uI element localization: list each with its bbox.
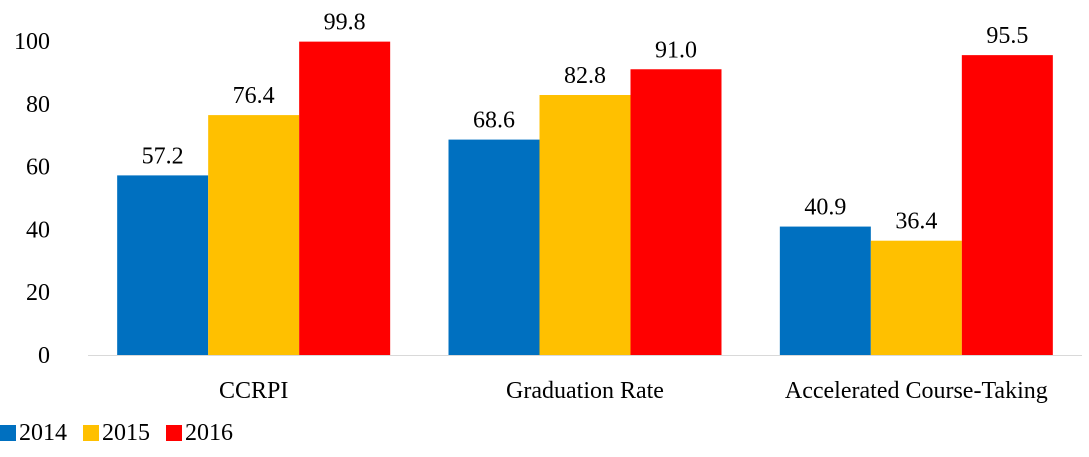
legend-item-2014: 2014 — [0, 420, 67, 447]
y-tick-label: 80 — [26, 92, 50, 118]
data-label: 36.4 — [895, 209, 937, 235]
data-label: 95.5 — [986, 23, 1028, 49]
bar-2015-0 — [208, 115, 300, 355]
y-tick-label: 40 — [26, 217, 50, 243]
legend-item-2015: 2015 — [83, 420, 150, 447]
data-label: 40.9 — [804, 195, 846, 221]
legend-item-2016: 2016 — [166, 420, 233, 447]
y-tick-label: 100 — [14, 29, 50, 55]
bar-2015-2 — [870, 240, 962, 355]
bar-2015-1 — [539, 95, 631, 356]
bar-2016-0 — [299, 41, 391, 356]
legend-label-2015: 2015 — [102, 419, 150, 446]
bar-2014-1 — [448, 139, 540, 355]
y-tick-label: 0 — [38, 343, 50, 369]
x-category-label: Accelerated Course-Taking — [785, 378, 1048, 404]
data-label: 82.8 — [564, 63, 606, 89]
x-category-label: Graduation Rate — [506, 378, 664, 404]
legend-swatch-2015 — [83, 425, 99, 441]
bar-2014-0 — [117, 175, 209, 355]
bar-2014-2 — [779, 226, 871, 355]
legend-label-2014: 2014 — [19, 419, 67, 446]
y-tick-label: 20 — [26, 280, 50, 306]
bar-2016-2 — [961, 55, 1053, 355]
legend: 2014 2015 2016 — [0, 418, 233, 448]
data-label: 99.8 — [324, 10, 366, 36]
data-label: 68.6 — [473, 108, 515, 134]
legend-swatch-2014 — [0, 425, 16, 441]
legend-label-2016: 2016 — [185, 419, 233, 446]
legend-swatch-2016 — [166, 425, 182, 441]
x-category-label: CCRPI — [219, 378, 288, 404]
data-label: 57.2 — [142, 143, 184, 169]
data-label: 76.4 — [233, 83, 275, 109]
bar-2016-1 — [630, 69, 722, 355]
data-label: 91.0 — [655, 37, 697, 63]
y-tick-label: 60 — [26, 155, 50, 181]
